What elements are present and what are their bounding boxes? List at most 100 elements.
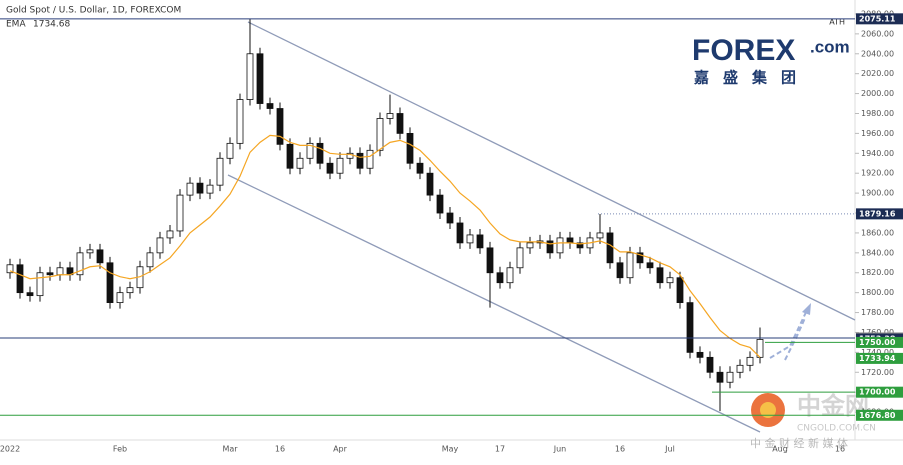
indicator-value: 1734.68 [33, 20, 70, 30]
y-tick-label: 1980.00 [861, 109, 894, 118]
candle-body [366, 149, 374, 169]
ath-annotation: ATH [829, 18, 845, 27]
candle-body [276, 108, 284, 145]
candle-body [506, 267, 514, 284]
candle-body [686, 302, 694, 353]
candle-body [636, 252, 644, 264]
y-tick-label: 1840.00 [861, 248, 894, 257]
candle-body [166, 230, 174, 239]
y-tick-label: 1960.00 [861, 129, 894, 138]
y-tick-label: 1940.00 [861, 149, 894, 158]
y-tick-label: 1740.00 [861, 348, 894, 357]
candle-body [256, 53, 264, 104]
candle-body [596, 232, 604, 239]
candle-body [566, 237, 574, 244]
candle-body [616, 262, 624, 279]
watermark-icon-inner [760, 402, 776, 418]
watermark-slogan: 中 金 财 经 新 媒 体 [750, 436, 848, 450]
y-tick-label: 1900.00 [861, 189, 894, 198]
candle-body [606, 232, 614, 264]
candle-body [726, 371, 734, 383]
candle-body [146, 252, 154, 268]
y-tick-label: 2040.00 [861, 49, 894, 58]
x-tick-label: May [442, 445, 459, 454]
candle-body [546, 240, 554, 254]
price-label: 1750.00 [859, 338, 896, 347]
price-label-box [856, 208, 903, 220]
x-tick-label: Mar [222, 445, 238, 454]
candle-body [466, 234, 474, 244]
y-tick-label: 2020.00 [861, 69, 894, 78]
candle-body [286, 143, 294, 169]
projection-arrow [769, 307, 809, 359]
candle-body [186, 182, 194, 196]
candle-body [456, 222, 464, 244]
candle-body [6, 264, 14, 274]
price-label-box [856, 386, 903, 398]
candle-body [216, 157, 224, 186]
price-label: 1733.94 [859, 354, 896, 363]
candle-body [26, 292, 34, 297]
candle-body [696, 351, 704, 358]
candle-body [516, 247, 524, 269]
y-tick-label: 1800.00 [861, 288, 894, 297]
price-label: 1676.80 [859, 411, 896, 420]
y-tick-label: 2000.00 [861, 89, 894, 98]
candle-body [206, 184, 214, 194]
candle-body [626, 252, 634, 279]
candle-body [446, 212, 454, 224]
candle-body [576, 242, 584, 249]
candle-body [526, 242, 534, 249]
x-tick-label: 16 [615, 445, 625, 454]
candle-body [396, 113, 404, 134]
candle-body [236, 99, 244, 144]
y-tick-label: 1780.00 [861, 308, 894, 317]
y-tick-label: 1720.00 [861, 368, 894, 377]
candle-body [746, 356, 754, 366]
price-label: 1879.16 [859, 209, 896, 218]
candle-body [476, 234, 484, 249]
candle-body [96, 249, 104, 264]
logo-suffix: .com [810, 37, 850, 56]
candle-body [716, 371, 724, 383]
candle-body [496, 272, 504, 284]
candle-body [36, 272, 44, 297]
candle-body [86, 249, 94, 254]
candle-body [176, 194, 184, 232]
candle-body [656, 267, 664, 284]
price-label: 1700.00 [859, 388, 896, 397]
candle-body [436, 194, 444, 214]
candle-body [406, 132, 414, 164]
candle-body [426, 172, 434, 196]
arrowhead [802, 303, 811, 315]
candle-body [356, 152, 364, 169]
candle-body [666, 277, 674, 284]
x-tick-label: Jun [553, 445, 567, 454]
x-tick-label: Feb [113, 445, 127, 454]
candle-body [306, 142, 314, 159]
candle-body [226, 142, 234, 159]
price-label: 2075.11 [859, 14, 896, 23]
y-tick-label: 1920.00 [861, 169, 894, 178]
candle-body [56, 267, 64, 276]
channel-lower [227, 174, 761, 433]
candle-body [646, 262, 654, 269]
candle-body [386, 113, 394, 119]
candle-body [706, 356, 714, 373]
plot [6, 18, 764, 412]
x-tick-label: Apr [333, 445, 348, 454]
candle-body [676, 277, 684, 304]
candle-body [76, 252, 84, 276]
candle-body [266, 103, 274, 109]
x-tick-label: Jul [664, 445, 675, 454]
candle-body [106, 262, 114, 304]
logo-brand: FOREX [692, 34, 795, 67]
candle-body [296, 157, 304, 169]
indicator-name: EMA [6, 20, 26, 30]
price-label-box [856, 409, 903, 421]
candle-body [316, 142, 324, 164]
candle-body [246, 53, 254, 100]
x-tick-label: 16 [835, 445, 845, 454]
x-tick-label: Aug [772, 445, 788, 454]
